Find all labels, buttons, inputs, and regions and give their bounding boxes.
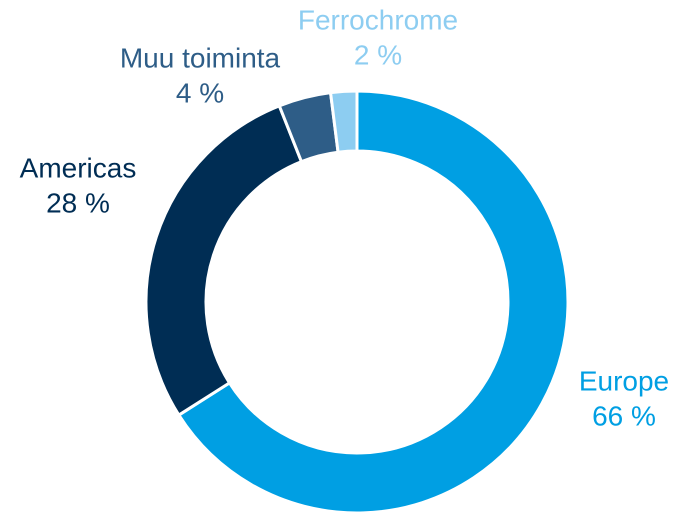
segment-label: Europe: [579, 365, 669, 396]
segment-value: 66 %: [592, 400, 656, 431]
segment-value: 2 %: [354, 39, 402, 70]
donut-segment: [144, 103, 304, 418]
segment-label: Muu toiminta: [120, 42, 281, 73]
donut-segment: [176, 89, 570, 514]
segment-value: 4 %: [176, 77, 224, 108]
segment-value: 28 %: [46, 187, 110, 218]
donut-segment: [328, 89, 359, 154]
segment-label: Americas: [20, 152, 137, 183]
segment-label: Ferrochrome: [298, 4, 458, 35]
